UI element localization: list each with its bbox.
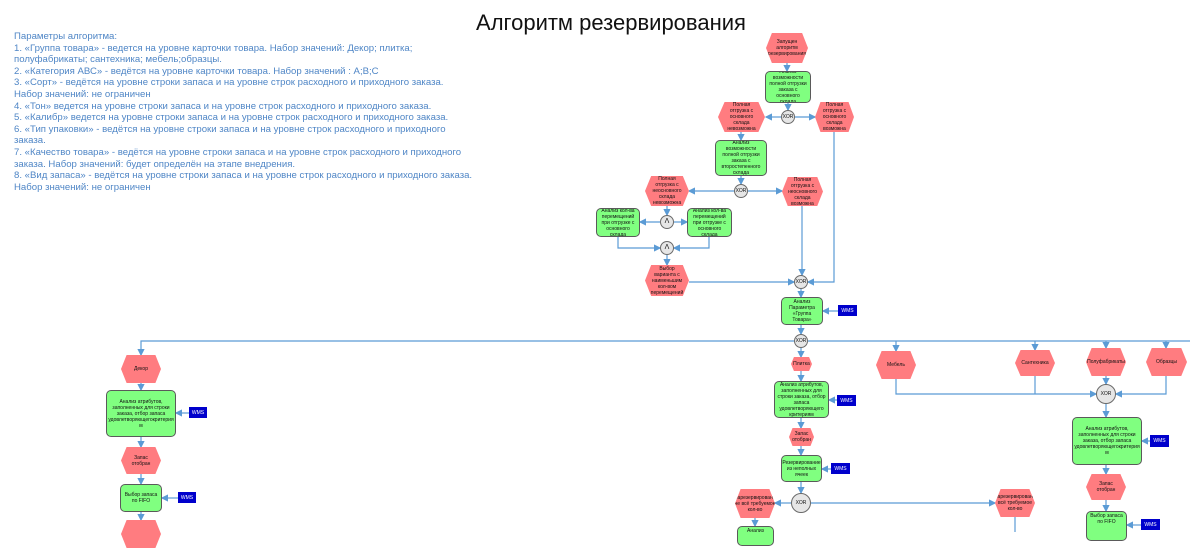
event-main-possible[interactable]: Полная отгрузка с основного склада возмо…	[815, 102, 854, 132]
function-other-fifo[interactable]: Выбор запаса по FIFO	[1086, 511, 1127, 541]
wms-system[interactable]: WMS	[831, 463, 850, 474]
event-furniture[interactable]: Мебель	[876, 351, 916, 379]
connector-arrow	[617, 237, 662, 252]
parameter-line: 3. «Сорт» - ведётся на уровне строки зап…	[14, 77, 444, 100]
wms-system[interactable]: WMS	[178, 492, 196, 503]
connector-arrow	[895, 379, 1098, 398]
wms-system[interactable]: WMS	[837, 395, 856, 406]
wms-system[interactable]: WMS	[1150, 435, 1169, 447]
parameters-heading: Параметры алгоритма:	[14, 31, 118, 42]
wms-system[interactable]: WMS	[1141, 519, 1160, 530]
connector-arrow	[137, 340, 794, 357]
parameter-line: 7. «Качество товара» - ведётся на уровне…	[14, 146, 462, 170]
event-other-selected[interactable]: Запас отобран	[1086, 474, 1126, 500]
function-tile-reserve[interactable]: Резервирование из неполных ячеек	[781, 455, 822, 482]
parameter-line: 1. «Группа товара» - ведется на уровне к…	[14, 42, 413, 66]
event-min-moves[interactable]: Выбор варианта с наименьшим кол-вом пере…	[645, 265, 689, 296]
event-plumbing[interactable]: Сантехника	[1015, 350, 1055, 376]
and-gateway[interactable]: Λ	[660, 215, 674, 229]
algorithm-parameters: Параметры алгоритма: 1. «Группа товара» …	[14, 31, 474, 193]
connector-arrow	[1114, 376, 1167, 398]
event-tile[interactable]: Плитка	[791, 357, 812, 371]
event-secondary-possible[interactable]: Полная отгрузка с неосновного склада воз…	[782, 177, 823, 206]
event-decor-next[interactable]	[121, 520, 161, 548]
diagram-title: Алгоритм резервирования	[476, 10, 746, 35]
event-start[interactable]: Запущен алгоритм резервирования	[766, 33, 808, 63]
xor-gateway[interactable]: XOR	[1096, 384, 1116, 404]
event-decor[interactable]: Декор	[121, 355, 161, 383]
function-decor-attributes[interactable]: Анализ атрибутов, заполненных для строки…	[106, 390, 176, 437]
xor-gateway[interactable]: XOR	[794, 275, 808, 289]
wms-system[interactable]: WMS	[838, 305, 857, 316]
xor-gateway[interactable]: XOR	[791, 493, 811, 513]
function-check-main[interactable]: Анализ возможности полной отгрузки заказ…	[765, 71, 811, 103]
event-secondary-impossible[interactable]: Полная отгрузка с неосновного склада нев…	[645, 176, 689, 206]
connector-arrow	[806, 132, 835, 286]
function-moves-left[interactable]: Анализ кол-ва перемещений при отгрузке с…	[596, 208, 640, 237]
event-main-impossible[interactable]: Полная отгрузка с основного склада невоз…	[718, 102, 765, 132]
xor-gateway[interactable]: XOR	[794, 334, 808, 348]
function-check-secondary[interactable]: Анализ возможности полной отгрузки заказ…	[715, 140, 767, 176]
event-tile-selected[interactable]: Запас отобран	[789, 428, 814, 446]
function-decor-fifo[interactable]: Выбор запаса по FIFO	[120, 484, 162, 512]
connector-lines	[137, 63, 1190, 532]
and-gateway[interactable]: Λ	[660, 241, 674, 255]
parameter-line: 5. «Калибр» ведется на уровне строки зап…	[14, 112, 449, 124]
xor-gateway[interactable]: XOR	[734, 184, 748, 198]
function-moves-right[interactable]: Анализ кол-ва перемещений при отгрузке с…	[687, 208, 732, 237]
connector-arrow	[672, 237, 710, 252]
function-group-analysis[interactable]: Анализ Параметра «Группа Товара»	[781, 297, 823, 325]
parameter-line: 2. «Категория АВС» - ведётся на уровне к…	[14, 65, 379, 77]
function-other-attributes[interactable]: Анализ атрибутов, заполненных для строки…	[1072, 417, 1142, 465]
event-tile-partial[interactable]: Зарезервировано не всё требуемое кол-во	[735, 489, 775, 518]
xor-gateway[interactable]: XOR	[781, 110, 795, 124]
wms-system[interactable]: WMS	[189, 407, 207, 418]
parameter-line: 4. «Тон» ведется на уровне строки запаса…	[14, 100, 432, 112]
event-samples[interactable]: Образцы	[1146, 348, 1187, 376]
parameter-line: 8. «Вид запаса» - ведётся на уровне стро…	[14, 170, 473, 193]
function-tile-attributes[interactable]: Анализ атрибутов, заполненных для строки…	[774, 381, 829, 418]
function-tile-next[interactable]: Анализ	[737, 526, 774, 546]
event-tile-full[interactable]: Зарезервировано всё требуемое кол-во	[995, 489, 1035, 517]
event-semi-finished[interactable]: Полуфабрикаты	[1086, 348, 1126, 376]
event-decor-selected[interactable]: Запас отобран	[121, 447, 161, 474]
parameter-line: 6. «Тип упаковки» - ведётся на уровне ст…	[14, 123, 446, 147]
